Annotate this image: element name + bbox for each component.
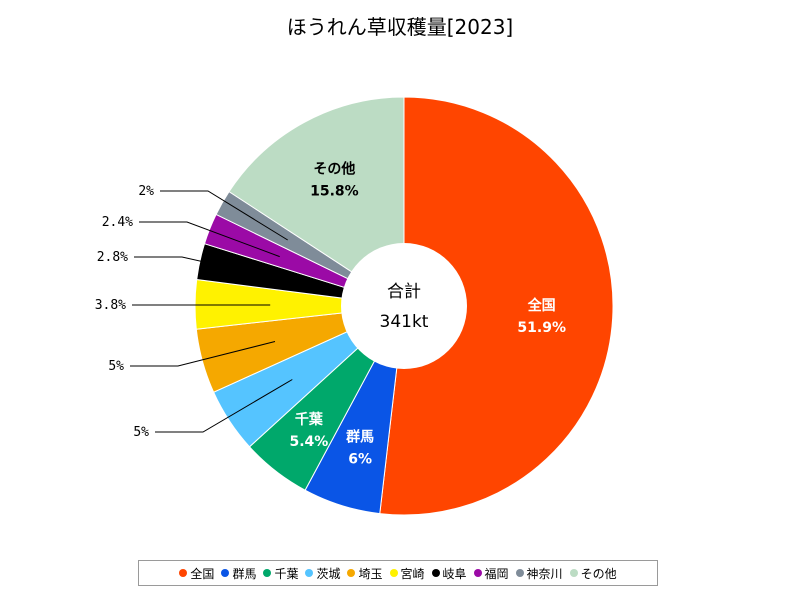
legend-marker bbox=[569, 569, 578, 577]
legend-marker bbox=[515, 569, 524, 577]
slice-value-label: 6% bbox=[348, 452, 372, 468]
slice-name-label: 群馬 bbox=[345, 429, 374, 446]
legend-item: 福岡 bbox=[473, 565, 509, 582]
leader-line bbox=[155, 379, 293, 433]
legend-marker bbox=[221, 569, 230, 577]
center-value: 341kt bbox=[380, 312, 429, 332]
legend-label: 茨城 bbox=[316, 566, 341, 581]
leader-line bbox=[134, 256, 274, 278]
slice-name-label: 全国 bbox=[527, 297, 556, 314]
slice-0 bbox=[379, 96, 614, 516]
legend-item: 埼玉 bbox=[347, 565, 383, 582]
slice-name-label: 千葉 bbox=[295, 411, 324, 428]
legend-item: 全国 bbox=[179, 565, 214, 582]
slice-value-label: 5.4% bbox=[289, 434, 328, 450]
legend-marker bbox=[305, 569, 314, 577]
legend-marker bbox=[389, 569, 398, 577]
legend-marker bbox=[473, 569, 482, 577]
slice-value-label: 5% bbox=[108, 359, 124, 374]
legend-item: 千葉 bbox=[263, 565, 298, 582]
legend-label: 埼玉 bbox=[358, 566, 383, 581]
leader-line bbox=[139, 221, 280, 258]
slice-value-label: 3.8% bbox=[95, 298, 126, 313]
legend-item: 宮崎 bbox=[389, 565, 425, 582]
legend-item: その他 bbox=[569, 565, 617, 582]
center-hole bbox=[341, 243, 467, 369]
slice-value-label: 2% bbox=[138, 184, 154, 199]
legend-marker bbox=[263, 569, 272, 577]
legend-label: 岐阜 bbox=[442, 566, 467, 581]
slice-value-label: 2.4% bbox=[102, 215, 133, 230]
slice-value-label: 15.8% bbox=[310, 183, 359, 199]
slice-value-label: 51.9% bbox=[517, 320, 566, 336]
legend-marker bbox=[347, 569, 356, 577]
legend-label: 宮崎 bbox=[400, 566, 425, 581]
legend-marker bbox=[431, 569, 440, 577]
leader-line bbox=[130, 341, 276, 367]
slice-value-label: 2.8% bbox=[97, 250, 128, 265]
legend-label: その他 bbox=[580, 566, 617, 581]
chart-legend: 全国 群馬 千葉 茨城 埼玉 宮崎 岐阜 福岡 神奈川 その他 bbox=[138, 560, 658, 586]
center-label: 合計 bbox=[387, 282, 421, 302]
leader-line bbox=[160, 190, 288, 241]
chart-title: ほうれん草収穫量[2023] bbox=[286, 15, 514, 39]
legend-item: 岐阜 bbox=[431, 565, 467, 582]
legend-label: 群馬 bbox=[232, 566, 257, 581]
legend-label: 神奈川 bbox=[526, 566, 563, 581]
legend-item: 茨城 bbox=[305, 565, 340, 582]
legend-label: 福岡 bbox=[484, 566, 509, 581]
legend-label: 全国 bbox=[190, 566, 215, 581]
slice-name-label: その他 bbox=[313, 160, 355, 177]
slice-9 bbox=[228, 96, 405, 307]
legend-marker bbox=[179, 569, 188, 577]
legend-item: 神奈川 bbox=[515, 565, 563, 582]
slice-value-label: 5% bbox=[133, 425, 149, 440]
legend-label: 千葉 bbox=[274, 566, 299, 581]
legend-item: 群馬 bbox=[221, 565, 256, 582]
